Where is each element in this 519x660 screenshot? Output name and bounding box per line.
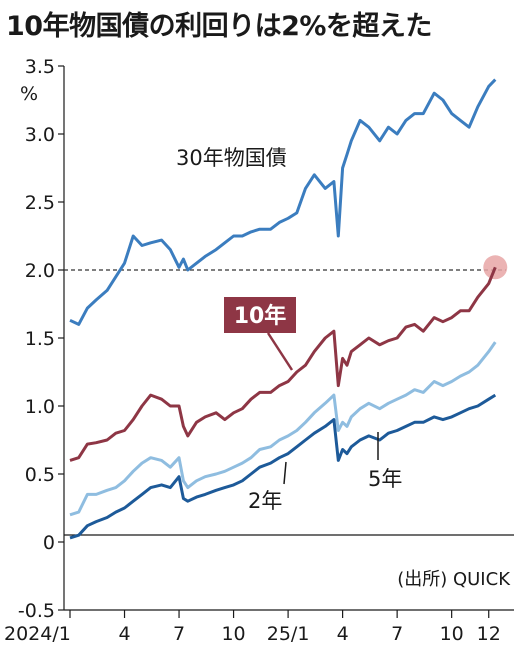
source-note: (出所) QUICK — [397, 569, 511, 590]
highlight-point — [483, 255, 508, 280]
series-line-30y — [69, 78, 497, 326]
series-line-2y — [69, 393, 497, 540]
chart-title: 10年物国債の利回りは2%を超えた — [6, 11, 432, 42]
y-tick-label: 2.0 — [25, 260, 55, 282]
series-layer — [69, 78, 497, 540]
x-tick-label: 7 — [173, 623, 185, 645]
x-tick-label: 4 — [337, 623, 349, 645]
x-tick-label: 10 — [221, 623, 245, 645]
series-line-10y — [69, 266, 497, 462]
y-tick-label: 0 — [43, 532, 55, 554]
y-tick-label: 0.5 — [25, 464, 55, 486]
x-tick-label: 12 — [477, 623, 501, 645]
x-tick-label: 4 — [118, 623, 130, 645]
y-tick-label: 3.0 — [25, 124, 55, 146]
y-tick-label: 1.0 — [25, 396, 55, 418]
y-tick-label: 1.5 — [25, 328, 55, 350]
y-tick-label: -0.5 — [18, 600, 55, 622]
y-tick-label: 3.5 — [25, 56, 55, 78]
series-label-30y: 30年物国債 — [176, 146, 287, 170]
series-label-5y: 5年 — [368, 467, 402, 491]
series-line-5y — [69, 341, 497, 517]
series-label-10y: 10年 — [234, 303, 287, 329]
series-label-2y: 2年 — [248, 489, 282, 513]
x-tick-label: 10 — [440, 623, 464, 645]
x-ticks: 2024/1 4 7 10 25/1 4 7 10 12 — [4, 610, 501, 645]
x-tick-label: 25/1 — [267, 623, 310, 645]
x-tick-label: 2024/1 — [4, 623, 71, 645]
series-label-10y-box: 10年 — [224, 297, 296, 371]
x-tick-label: 7 — [391, 623, 403, 645]
y-unit-label: % — [20, 83, 38, 105]
y-ticks: 3.5 3.0 2.5 2.0 1.5 1.0 0.5 0 -0.5 — [18, 56, 64, 622]
y-tick-label: 2.5 — [25, 192, 55, 214]
series-label-2y-leader — [283, 461, 287, 485]
